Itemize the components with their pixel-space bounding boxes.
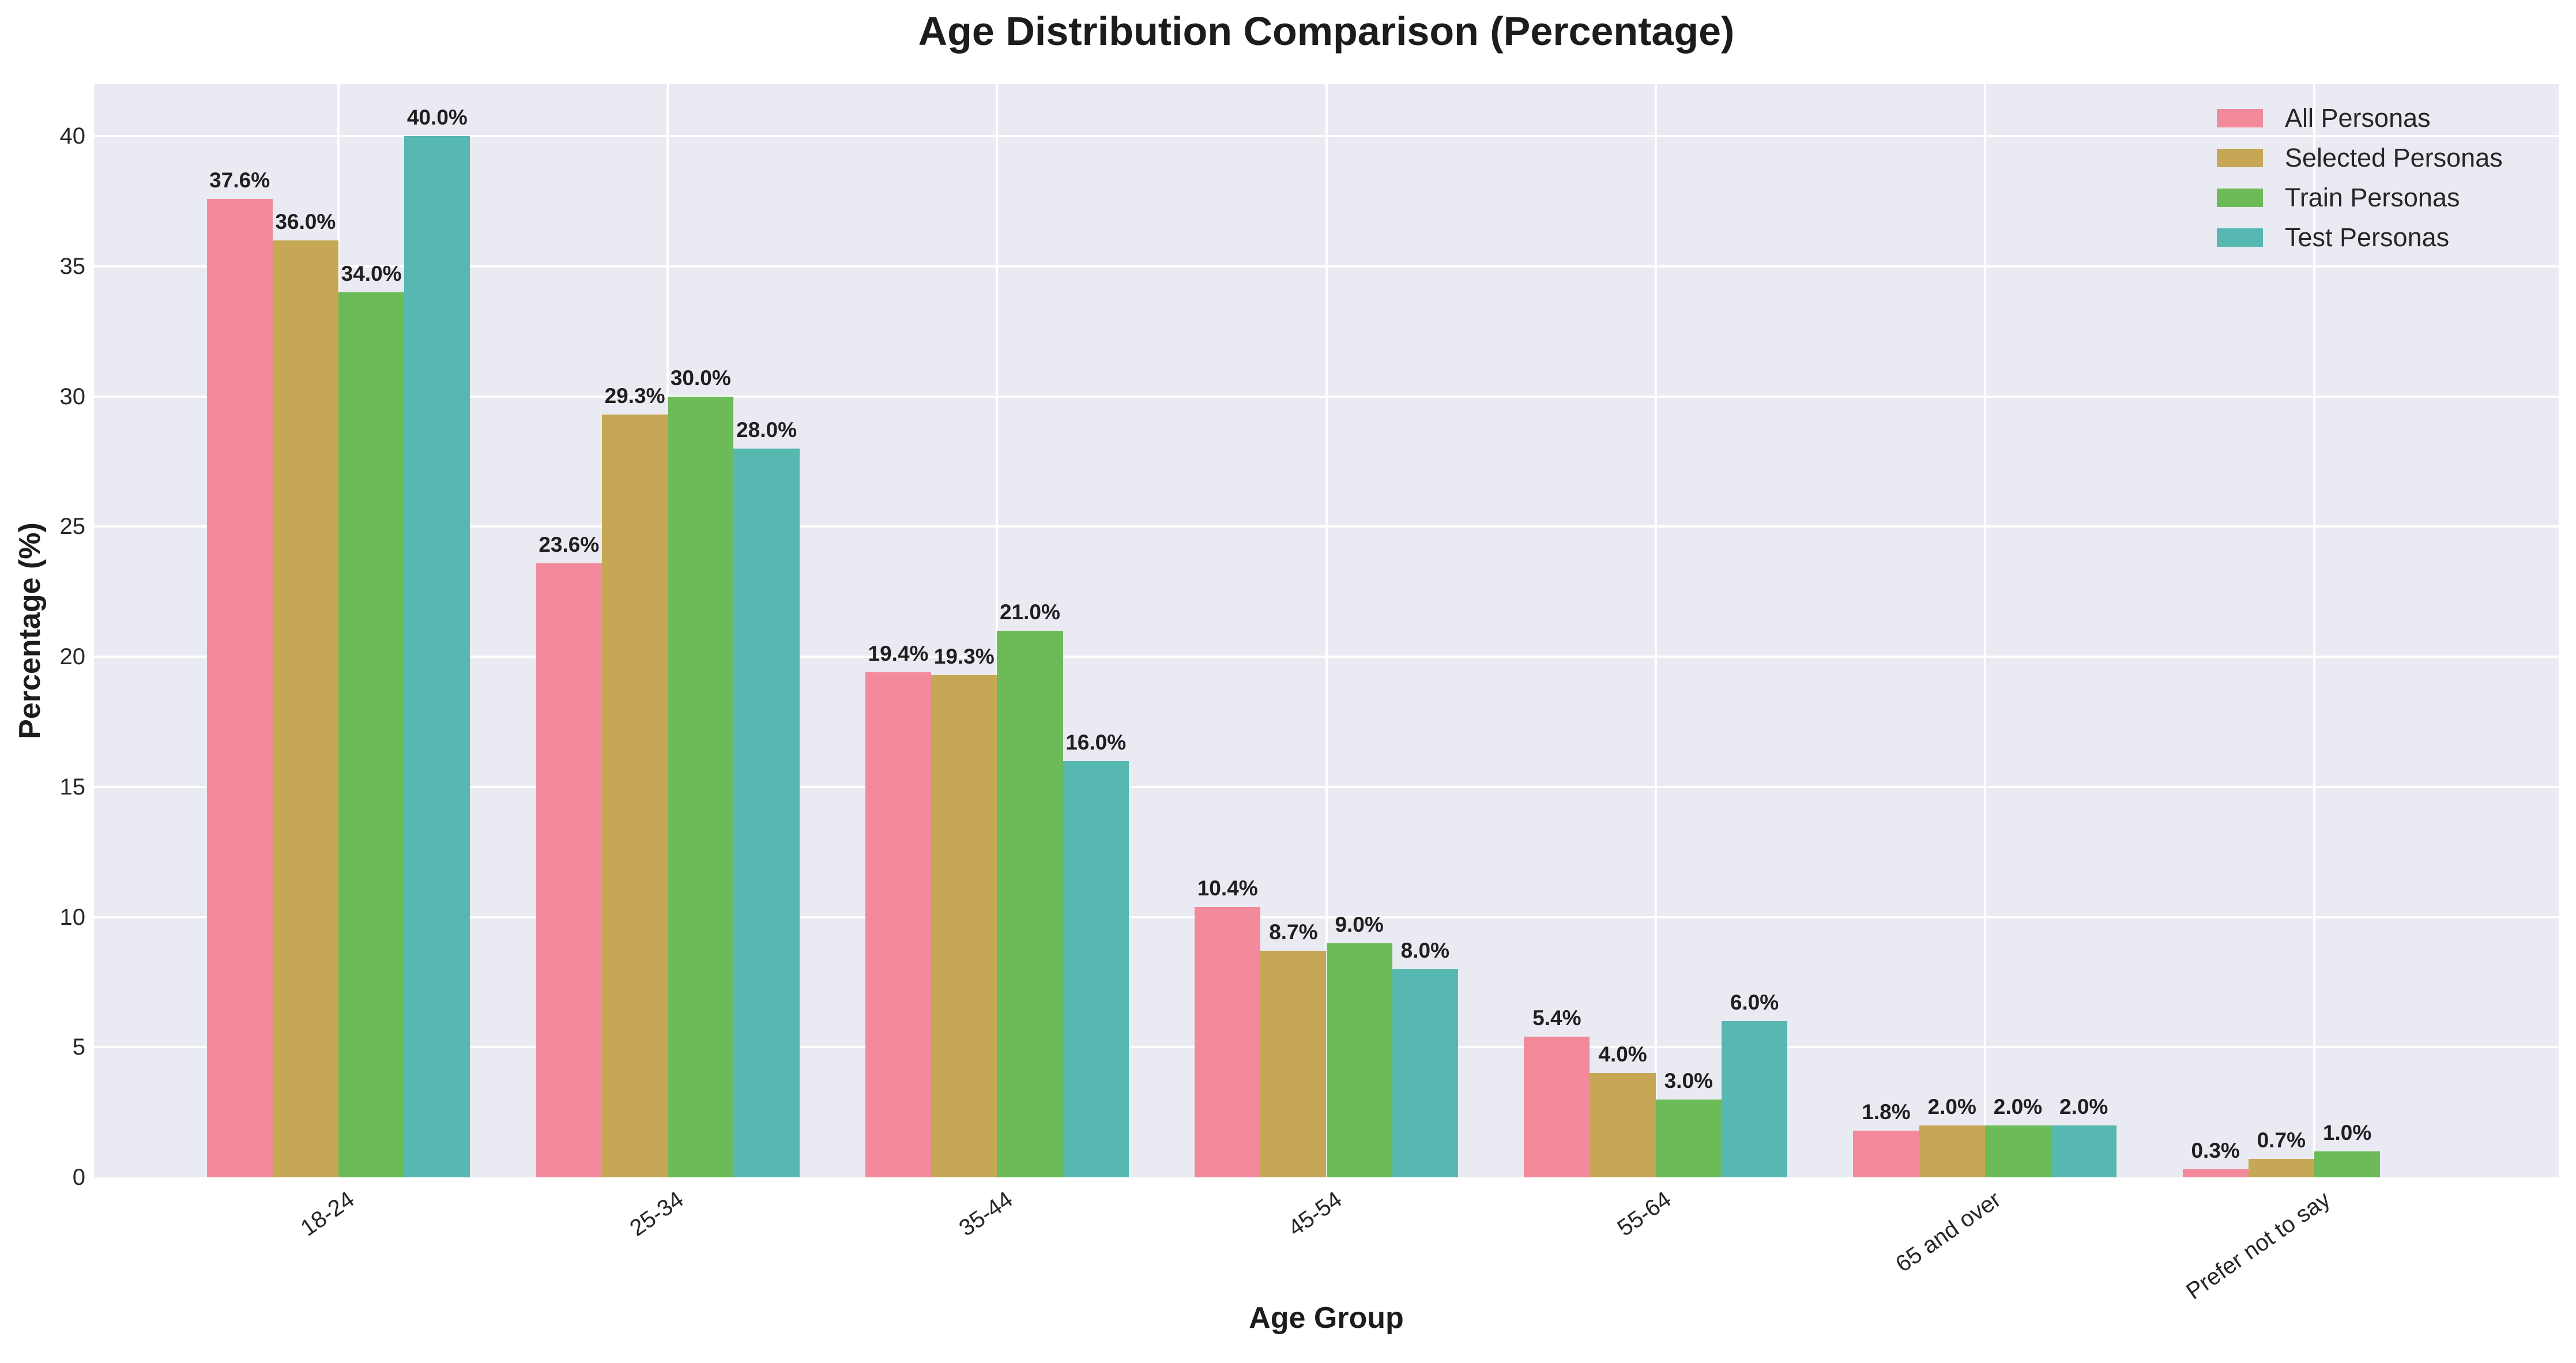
bar-value-label: 19.4% — [868, 642, 929, 666]
bar-value-label: 0.7% — [2257, 1128, 2306, 1153]
bar — [1853, 1130, 1919, 1177]
bar-value-label: 19.3% — [933, 644, 995, 668]
x-tick-label-text: 25-34 — [625, 1187, 688, 1241]
bar-value-label: 1.8% — [1862, 1100, 1911, 1124]
bar-value-label: 3.0% — [1664, 1068, 1713, 1093]
y-tick-label: 25 — [59, 514, 86, 540]
bar — [1984, 1125, 2051, 1177]
legend-swatch — [2217, 188, 2263, 207]
legend: All Personas Selected Personas Train Perso… — [2217, 98, 2503, 257]
gridline-vertical — [1983, 84, 1986, 1177]
y-tick-label: 0 — [72, 1165, 85, 1190]
y-axis-label-text: Percentage (%) — [13, 522, 47, 739]
bar-value-label: 40.0% — [406, 106, 468, 130]
bar-value-label: 16.0% — [1065, 730, 1127, 754]
bar — [206, 198, 273, 1177]
bar — [733, 449, 800, 1177]
y-tick-label: 40 — [59, 123, 86, 149]
bar — [1195, 906, 1261, 1177]
bar-value-label: 21.0% — [999, 600, 1060, 624]
bar-value-label: 28.0% — [736, 418, 797, 442]
bar-value-label: 37.6% — [209, 168, 270, 192]
legend-item: Selected Personas — [2217, 138, 2503, 178]
bar — [668, 396, 734, 1177]
x-tick-label-text: 55-64 — [1613, 1187, 1676, 1241]
bar-value-label: 23.6% — [538, 532, 600, 556]
bar — [272, 240, 338, 1177]
gridline-vertical — [1654, 84, 1657, 1177]
bar — [2182, 1169, 2249, 1177]
bar — [865, 672, 932, 1177]
legend-label: Train Personas — [2285, 182, 2460, 212]
bar — [1326, 943, 1392, 1177]
bar — [338, 292, 405, 1177]
gridline-vertical — [2313, 84, 2315, 1177]
bar — [997, 631, 1063, 1177]
bar-value-label: 36.0% — [275, 209, 336, 234]
x-axis-label: Age Group — [1249, 1301, 1404, 1335]
bar-value-label: 8.7% — [1269, 920, 1318, 944]
bar — [1524, 1037, 1590, 1177]
bar — [1392, 969, 1458, 1177]
y-tick-label: 15 — [59, 774, 86, 800]
x-tick-label-text: 65 and over — [1890, 1187, 2006, 1278]
x-tick-label-text: 18-24 — [296, 1187, 359, 1241]
bar-value-label: 6.0% — [1730, 991, 1779, 1015]
legend-label: Selected Personas — [2285, 142, 2503, 172]
legend-item: All Personas — [2217, 98, 2503, 138]
bar — [404, 136, 470, 1177]
chart-title: Age Distribution Comparison (Percentage) — [918, 9, 1735, 54]
legend-label: All Personas — [2285, 103, 2431, 133]
x-tick-label-text: Prefer not to say — [2181, 1187, 2335, 1305]
y-tick-label: 20 — [59, 644, 86, 670]
bar — [1063, 760, 1129, 1177]
bar-value-label: 2.0% — [1993, 1094, 2043, 1119]
bar — [1590, 1073, 1656, 1177]
bar — [2314, 1151, 2381, 1177]
bar-value-label: 34.0% — [341, 262, 402, 286]
bar — [1721, 1021, 1788, 1177]
legend-swatch — [2217, 228, 2263, 247]
gridline-vertical — [1325, 84, 1328, 1177]
bar-value-label: 4.0% — [1598, 1042, 1647, 1067]
bar — [1260, 951, 1327, 1177]
x-tick-label-text: 45-54 — [1283, 1187, 1347, 1241]
bar-value-label: 9.0% — [1335, 912, 1384, 936]
legend-swatch — [2217, 108, 2263, 127]
bar — [2248, 1159, 2314, 1177]
bar-value-label: 10.4% — [1197, 876, 1258, 900]
bar-value-label: 29.3% — [604, 384, 665, 408]
bar-value-label: 30.0% — [670, 366, 731, 390]
bar — [536, 563, 602, 1177]
y-tick-label: 30 — [59, 383, 86, 409]
y-tick-label: 5 — [72, 1034, 85, 1060]
legend-label: Test Personas — [2285, 222, 2450, 252]
bar — [601, 415, 668, 1177]
y-tick-label: 10 — [59, 904, 86, 930]
bar-value-label: 2.0% — [2059, 1094, 2108, 1119]
bar-value-label: 8.0% — [1400, 938, 1450, 962]
x-tick-label-text: 35-44 — [954, 1187, 1018, 1241]
bar — [1655, 1099, 1722, 1177]
bar — [1919, 1125, 1985, 1177]
y-tick-label: 35 — [59, 254, 86, 279]
bar-value-label: 5.4% — [1532, 1006, 1581, 1030]
bar-value-label: 2.0% — [1927, 1094, 1976, 1119]
bar — [2051, 1125, 2117, 1177]
legend-item: Test Personas — [2217, 217, 2503, 257]
bar — [931, 675, 997, 1177]
bar-value-label: 0.3% — [2191, 1139, 2240, 1163]
legend-item: Train Personas — [2217, 178, 2503, 217]
plot-area: 37.6% 23.6% 19.4% 10.4% 5.4% 1.8% 0.3% 36.0% 29.… — [94, 84, 2559, 1177]
bar-value-label: 1.0% — [2322, 1120, 2372, 1144]
legend-swatch — [2217, 148, 2263, 167]
